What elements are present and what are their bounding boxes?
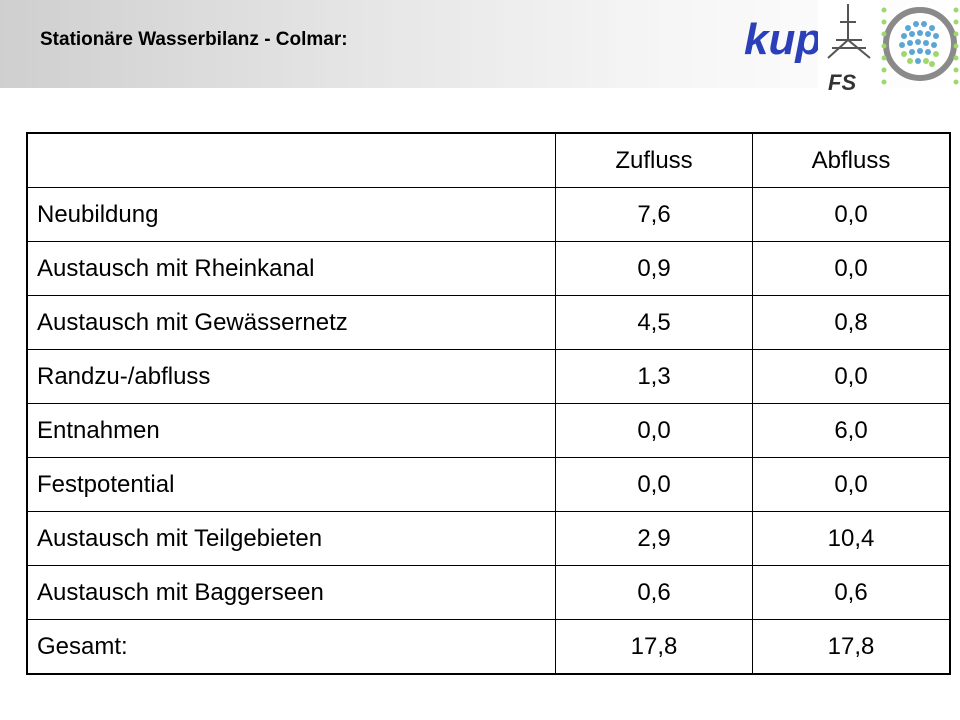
row-label: Austausch mit Teilgebieten [26,511,556,566]
ring-logo [881,7,959,85]
abfluss-cell: 10,4 [752,511,951,566]
abfluss-cell: 0,0 [752,241,951,296]
green-dot-border [881,7,959,85]
zufluss-cell: 2,9 [555,511,753,566]
table-row: Festpotential 0,0 0,0 [26,457,951,512]
zufluss-cell: 0,9 [555,241,753,296]
header-bar [0,0,960,88]
abfluss-cell: 0,0 [752,187,951,242]
abfluss-cell: 0,0 [752,457,951,512]
abfluss-cell: 0,8 [752,295,951,350]
zufluss-cell: 1,3 [555,349,753,404]
table-row: Austausch mit Gewässernetz 4,5 0,8 [26,295,951,350]
table-row: Austausch mit Baggerseen 0,6 0,6 [26,565,951,620]
table-row: Entnahmen 0,0 6,0 [26,403,951,458]
table-row: Randzu-/abfluss 1,3 0,0 [26,349,951,404]
water-balance-table: Zufluss Abfluss Neubildung 7,6 0,0 Austa… [26,132,951,675]
abfluss-cell: 0,0 [752,349,951,404]
kup-logo: kup [744,15,818,64]
table-row-total: Gesamt: 17,8 17,8 [26,619,951,675]
row-label: Gesamt: [26,619,556,675]
zufluss-cell: 17,8 [555,619,753,675]
table-row: Austausch mit Teilgebieten 2,9 10,4 [26,511,951,566]
row-label: Randzu-/abfluss [26,349,556,404]
fs-logo-text: FS [828,70,856,95]
zufluss-cell: 0,0 [555,457,753,512]
abfluss-cell: 6,0 [752,403,951,458]
table-row: Neubildung 7,6 0,0 [26,187,951,242]
fs-logo: FS [818,0,880,96]
header-cell-empty [26,132,556,188]
dot-pattern [899,21,939,67]
abfluss-cell: 0,6 [752,565,951,620]
zufluss-cell: 4,5 [555,295,753,350]
row-label: Austausch mit Gewässernetz [26,295,556,350]
zufluss-cell: 0,6 [555,565,753,620]
zufluss-cell: 7,6 [555,187,753,242]
header-cell-abfluss: Abfluss [752,132,951,188]
row-label: Festpotential [26,457,556,512]
abfluss-cell: 17,8 [752,619,951,675]
row-label: Austausch mit Baggerseen [26,565,556,620]
row-label: Neubildung [26,187,556,242]
row-label: Entnahmen [26,403,556,458]
page-title: Stationäre Wasserbilanz - Colmar: [40,29,348,50]
table-row: Austausch mit Rheinkanal 0,9 0,0 [26,241,951,296]
row-label: Austausch mit Rheinkanal [26,241,556,296]
table-header-row: Zufluss Abfluss [26,132,951,188]
zufluss-cell: 0,0 [555,403,753,458]
kup-logo-text: kup [744,15,818,64]
header-cell-zufluss: Zufluss [555,132,753,188]
